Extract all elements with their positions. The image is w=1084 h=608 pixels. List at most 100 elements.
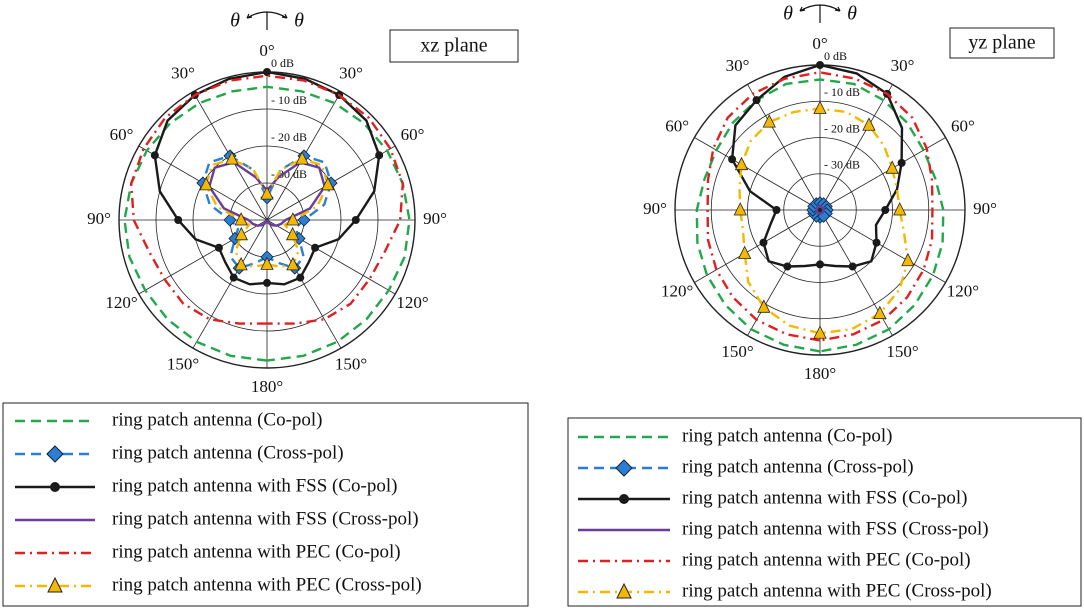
- marker: [234, 256, 248, 271]
- angle-label: 60°: [951, 116, 975, 135]
- angle-label: 120°: [947, 281, 979, 300]
- legend-box: [567, 417, 1082, 607]
- series-line: [123, 85, 411, 362]
- marker: [321, 176, 335, 191]
- legend-label: ring patch antenna with FSS (Cross-pol): [682, 518, 989, 539]
- marker: [214, 243, 223, 252]
- marker: [783, 262, 792, 271]
- legend: ring patch antenna (Co-pol) ring patch an…: [567, 417, 1082, 607]
- marker: [893, 202, 907, 216]
- legend-label: ring patch antenna (Cross-pol): [112, 442, 344, 463]
- legend-label: ring patch antenna with PEC (Co-pol): [112, 541, 401, 562]
- ring-label: - 10 dB: [271, 93, 307, 107]
- angle-label: 60°: [665, 116, 689, 135]
- legend-marker: [47, 576, 63, 593]
- marker: [813, 100, 827, 114]
- ring-label: - 10 dB: [824, 85, 860, 99]
- marker: [772, 206, 781, 214]
- angle-label: 90°: [973, 199, 997, 218]
- marker: [260, 186, 274, 200]
- direction-label: θ: [230, 10, 240, 32]
- marker: [199, 176, 213, 191]
- legend-label: ring patch antenna (Co-pol): [682, 425, 893, 446]
- title-box: [949, 27, 1055, 59]
- marker: [297, 213, 311, 227]
- legend-marker: [619, 494, 629, 504]
- marker: [881, 206, 890, 214]
- marker: [816, 61, 824, 69]
- angle-label: 150°: [886, 342, 918, 361]
- marker: [295, 151, 309, 165]
- marker: [885, 160, 899, 174]
- marker: [752, 96, 761, 105]
- marker: [901, 252, 915, 267]
- direction-label: θ: [783, 3, 793, 25]
- legend-marker: [615, 459, 633, 477]
- marker: [759, 238, 768, 247]
- legend-label: ring patch antenna with FSS (Co-pol): [682, 487, 968, 508]
- marker: [873, 305, 887, 319]
- marker: [862, 117, 876, 131]
- angle-label: 150°: [721, 342, 753, 361]
- marker: [816, 260, 824, 269]
- title-box: [389, 29, 519, 63]
- legend-marker: [50, 482, 60, 492]
- marker: [728, 155, 737, 164]
- legend-marker: [616, 582, 632, 599]
- marker: [234, 226, 249, 241]
- direction-arrow: [246, 11, 288, 30]
- angle-label: 30°: [339, 63, 363, 82]
- direction-label: θ: [847, 3, 857, 25]
- marker: [738, 245, 752, 259]
- marker: [351, 216, 360, 224]
- marker: [897, 158, 906, 167]
- legend-label: ring patch antenna (Co-pol): [112, 409, 323, 430]
- angle-label: 120°: [661, 281, 693, 300]
- ring-label: 0 dB: [271, 56, 294, 70]
- series-line: [129, 74, 405, 325]
- ring: [192, 145, 342, 295]
- series-line: [695, 78, 945, 353]
- ring-label: - 20 dB: [824, 121, 860, 135]
- angle-label: 60°: [110, 125, 134, 144]
- legend-label: ring patch antenna with FSS (Cross-pol): [112, 508, 419, 529]
- angle-label: 180°: [251, 377, 283, 396]
- marker: [260, 256, 274, 270]
- marker: [286, 256, 300, 271]
- direction-arrow: [799, 4, 841, 23]
- legend-label: ring patch antenna with PEC (Co-pol): [682, 549, 971, 570]
- marker: [223, 213, 237, 227]
- series-line: [815, 205, 825, 215]
- marker: [848, 262, 857, 271]
- polar-chart: 0° 30° 30° 60° 60° 90° 90° 120° 120° 150° 150° 180°…: [643, 3, 1055, 383]
- marker: [296, 273, 305, 282]
- marker: [813, 325, 827, 339]
- marker: [734, 156, 749, 171]
- marker: [225, 151, 239, 165]
- legend: ring patch antenna (Co-pol) ring patch an…: [2, 402, 529, 607]
- ring-label: 0 dB: [824, 49, 847, 63]
- angle-label: 180°: [804, 364, 836, 383]
- marker: [174, 216, 183, 224]
- angle-label: 120°: [396, 293, 428, 312]
- angle-label: 60°: [401, 125, 425, 144]
- marker: [311, 243, 320, 252]
- marker: [733, 202, 747, 216]
- angle-label: 0°: [812, 34, 827, 53]
- angle-label: 90°: [87, 209, 111, 228]
- legend-label: ring patch antenna (Cross-pol): [682, 456, 914, 477]
- angle-label: 90°: [423, 209, 447, 228]
- ring: [783, 173, 857, 247]
- marker: [234, 212, 248, 226]
- chart-title: xz plane: [420, 35, 487, 57]
- legend-label: ring patch antenna with PEC (Cross-pol): [682, 580, 992, 601]
- polar-chart: 0° 30° 30° 60° 60° 90° 90° 120° 120° 150° 150° 180°…: [87, 10, 519, 396]
- angle-label: 30°: [726, 56, 750, 75]
- legend-label: ring patch antenna with PEC (Cross-pol): [112, 574, 422, 595]
- marker: [872, 238, 881, 247]
- marker: [263, 278, 271, 287]
- marker: [757, 299, 771, 313]
- angle-label: 150°: [335, 354, 367, 373]
